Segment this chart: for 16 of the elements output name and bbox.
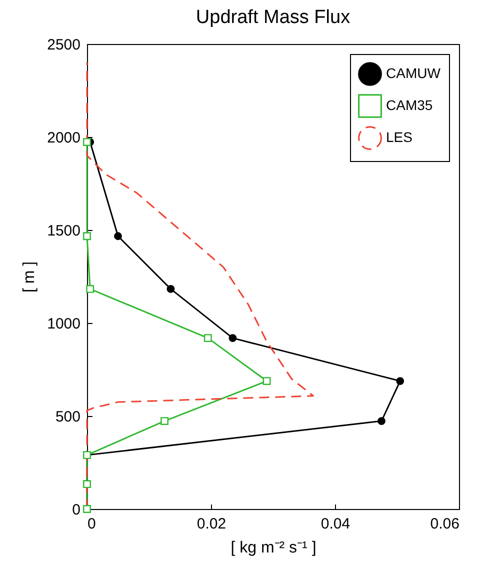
y-tick-label: 0 — [72, 502, 80, 518]
chart-title: Updraft Mass Flux — [196, 7, 351, 28]
y-tick-label: 500 — [55, 408, 80, 426]
x-tick-label: 0 — [88, 516, 96, 532]
y-axis-title: [ m ] — [21, 261, 38, 293]
legend-label: CAM35 — [386, 97, 433, 113]
y-tick-label: 2000 — [47, 130, 80, 146]
legend-label: CAMUW — [386, 65, 442, 81]
x-tick-label: 0.06 — [430, 516, 460, 532]
x-tick-label: 0.04 — [320, 516, 350, 532]
y-tick-label: 1500 — [47, 222, 80, 240]
x-axis-title: [ kg m⁻² s⁻¹ ] — [230, 540, 316, 556]
x-tick-label: 0.02 — [196, 516, 226, 532]
y-tick-label: 2500 — [47, 36, 80, 54]
y-tick-label: 1000 — [47, 316, 80, 332]
legend-label: LES — [386, 129, 412, 145]
